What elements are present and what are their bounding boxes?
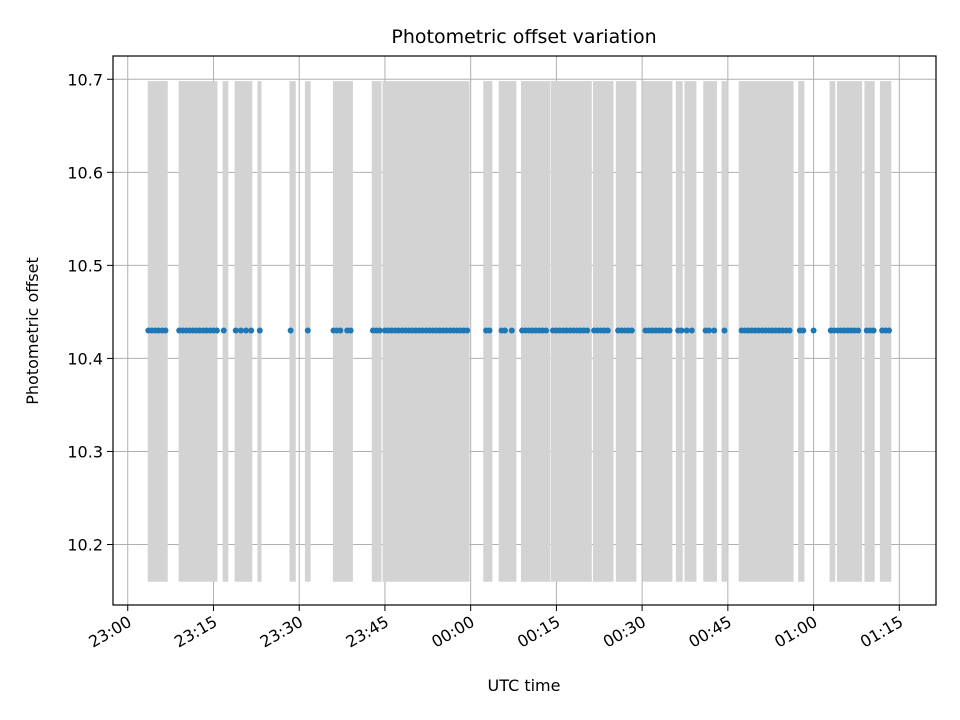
data-points bbox=[145, 327, 893, 334]
y-tick-label: 10.5 bbox=[67, 256, 103, 275]
data-point bbox=[786, 327, 793, 334]
data-point bbox=[376, 327, 383, 334]
data-point bbox=[604, 327, 611, 334]
y-tick-label: 10.2 bbox=[67, 536, 103, 555]
data-point bbox=[232, 327, 239, 334]
y-tick-label: 10.4 bbox=[67, 349, 103, 368]
data-point bbox=[213, 327, 220, 334]
data-point bbox=[584, 327, 591, 334]
data-point bbox=[800, 327, 807, 334]
data-point bbox=[666, 327, 673, 334]
data-point bbox=[220, 327, 227, 334]
data-point bbox=[748, 327, 755, 334]
data-point bbox=[256, 327, 263, 334]
data-point bbox=[688, 327, 695, 334]
plot-frame bbox=[112, 55, 937, 606]
data-point bbox=[248, 327, 255, 334]
data-point bbox=[870, 327, 877, 334]
data-point bbox=[810, 327, 817, 334]
data-point bbox=[347, 327, 354, 334]
data-point bbox=[162, 327, 169, 334]
data-point bbox=[705, 327, 712, 334]
data-point bbox=[543, 327, 550, 334]
y-axis-label: Photometric offset bbox=[23, 257, 42, 405]
data-point bbox=[304, 327, 311, 334]
y-axis-ticks: 10.2 10.3 10.4 10.5 10.6 10.7 bbox=[67, 70, 113, 555]
data-point bbox=[243, 327, 250, 334]
data-point bbox=[337, 327, 344, 334]
x-axis-label: UTC time bbox=[488, 676, 561, 695]
data-point bbox=[501, 327, 508, 334]
data-point bbox=[287, 327, 294, 334]
data-point bbox=[628, 327, 635, 334]
data-point bbox=[508, 327, 515, 334]
y-tick-label: 10.7 bbox=[67, 70, 103, 89]
data-point bbox=[721, 327, 728, 334]
y-tick-label: 10.6 bbox=[67, 163, 103, 182]
data-point bbox=[711, 327, 718, 334]
data-point bbox=[855, 327, 862, 334]
data-point bbox=[886, 327, 893, 334]
data-point bbox=[683, 327, 690, 334]
data-point bbox=[237, 327, 244, 334]
chart-title: Photometric offset variation bbox=[391, 26, 656, 48]
data-point bbox=[464, 327, 471, 334]
data-point bbox=[486, 327, 493, 334]
y-tick-label: 10.3 bbox=[67, 442, 103, 461]
data-point bbox=[678, 327, 685, 334]
